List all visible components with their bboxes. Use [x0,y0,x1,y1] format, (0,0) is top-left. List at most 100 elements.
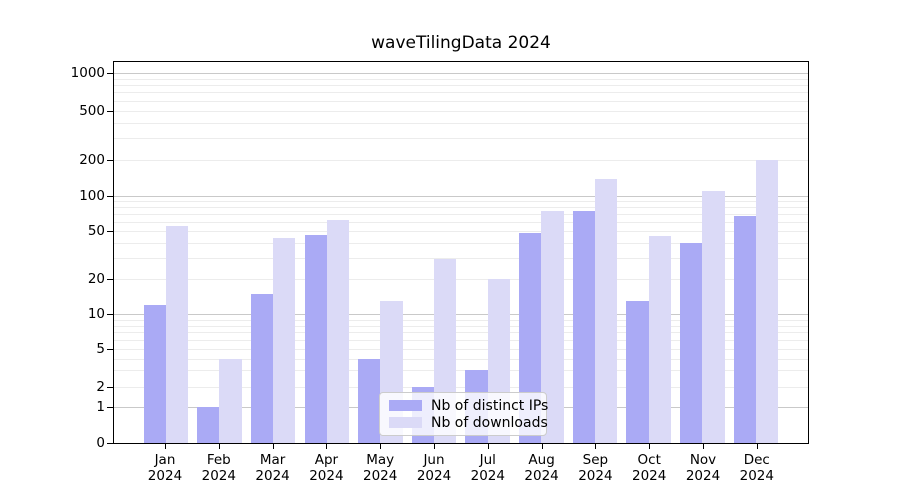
y-tick-label: 1000 [70,64,105,81]
minor-gridline [114,78,808,80]
legend: Nb of distinct IPs Nb of downloads [379,392,548,436]
legend-swatch-distinct-ips-icon [389,400,422,411]
y-tick-label: 0 [96,435,105,451]
x-tick-label-feb: Feb 2024 [201,452,236,484]
minor-gridline [114,349,808,351]
bar-downloads-aug [541,210,564,443]
minor-gridline [114,122,808,124]
minor-gridline [114,214,808,216]
bar-downloads-jan [165,226,189,443]
x-tick-mark [164,444,166,449]
bar-distinct-ips-jan [143,305,166,443]
y-tick-mark [107,195,113,197]
y-tick-mark [107,407,113,409]
x-tick-label-aug: Aug 2024 [524,452,559,484]
x-tick-mark [649,444,651,449]
bar-downloads-oct [648,235,671,443]
bar-downloads-feb [219,358,242,443]
y-tick-mark [107,443,113,444]
x-tick-label-mar: Mar 2024 [255,452,290,484]
x-tick-label-dec: Dec 2024 [739,452,774,484]
minor-gridline [114,358,808,360]
x-tick-mark [541,444,543,449]
y-tick-label: 20 [87,270,105,287]
x-tick-label-jul: Jul 2024 [470,452,505,484]
x-tick-mark [218,444,220,449]
x-tick-mark [326,444,328,449]
minor-gridline [114,231,808,233]
x-tick-label-jan: Jan 2024 [147,452,183,484]
y-tick-mark [107,387,113,389]
major-gridline [114,314,808,316]
minor-gridline [114,332,808,334]
minor-gridline [114,160,808,162]
x-tick-label-sep: Sep 2024 [578,452,613,484]
x-tick-mark [756,444,758,449]
minor-gridline [114,370,808,372]
minor-gridline [114,92,808,94]
bar-downloads-dec [755,160,779,443]
major-gridline [114,195,808,197]
bar-distinct-ips-sep [572,210,595,443]
legend-swatch-downloads-icon [389,417,422,428]
x-tick-label-oct: Oct 2024 [632,452,667,484]
bar-distinct-ips-nov [680,242,703,443]
bar-downloads-nov [702,191,725,443]
minor-gridline [114,138,808,140]
minor-gridline [114,222,808,224]
bar-distinct-ips-feb [197,407,220,443]
minor-gridline [114,201,808,203]
x-tick-mark [272,444,274,449]
x-tick-mark [434,444,435,449]
plot-area: Nb of distinct IPs Nb of downloads [113,61,809,444]
minor-gridline [114,242,808,244]
x-tick-label-jun: Jun 2024 [416,452,452,484]
bar-distinct-ips-mar [250,293,274,443]
minor-gridline [114,85,808,87]
minor-gridline [114,325,808,327]
bar-distinct-ips-oct [626,300,649,443]
x-tick-label-may: May 2024 [363,452,398,484]
y-tick-label: 10 [87,306,105,323]
y-tick-label: 100 [79,187,105,204]
y-tick-label: 5 [96,341,105,358]
y-tick-label: 500 [79,102,105,119]
bar-distinct-ips-apr [304,234,327,443]
y-tick-mark [107,231,113,233]
minor-gridline [114,319,808,321]
y-tick-label: 1 [96,399,105,416]
minor-gridline [114,340,808,342]
minor-gridline [114,257,808,259]
legend-label-distinct-ips: Nb of distinct IPs [431,397,549,414]
y-tick-label: 2 [96,379,105,396]
bar-distinct-ips-may [358,358,381,443]
y-tick-label: 50 [87,223,105,240]
major-gridline [114,72,808,74]
minor-gridline [114,278,808,280]
bar-downloads-sep [595,178,618,443]
minor-gridline [114,110,808,112]
x-tick-label-apr: Apr 2024 [309,452,344,484]
bar-distinct-ips-aug [519,233,542,443]
y-tick-mark [107,278,113,280]
x-tick-mark [595,444,597,449]
y-tick-mark [107,72,113,74]
bar-downloads-mar [273,237,296,443]
bar-downloads-apr [326,219,350,443]
chart-title: waveTilingData 2024 [371,33,551,53]
x-tick-mark [380,444,382,449]
x-tick-mark [703,444,704,449]
y-tick-mark [107,314,113,316]
y-tick-mark [107,110,113,112]
minor-gridline [114,387,808,389]
y-tick-label: 200 [79,152,105,169]
y-tick-mark [107,349,113,351]
minor-gridline [114,207,808,209]
legend-item-downloads: Nb of downloads [389,415,548,431]
x-tick-label-nov: Nov 2024 [685,452,721,484]
bar-distinct-ips-dec [733,215,756,443]
y-tick-mark [107,160,113,162]
legend-item-distinct-ips: Nb of distinct IPs [389,398,548,414]
minor-gridline [114,100,808,102]
